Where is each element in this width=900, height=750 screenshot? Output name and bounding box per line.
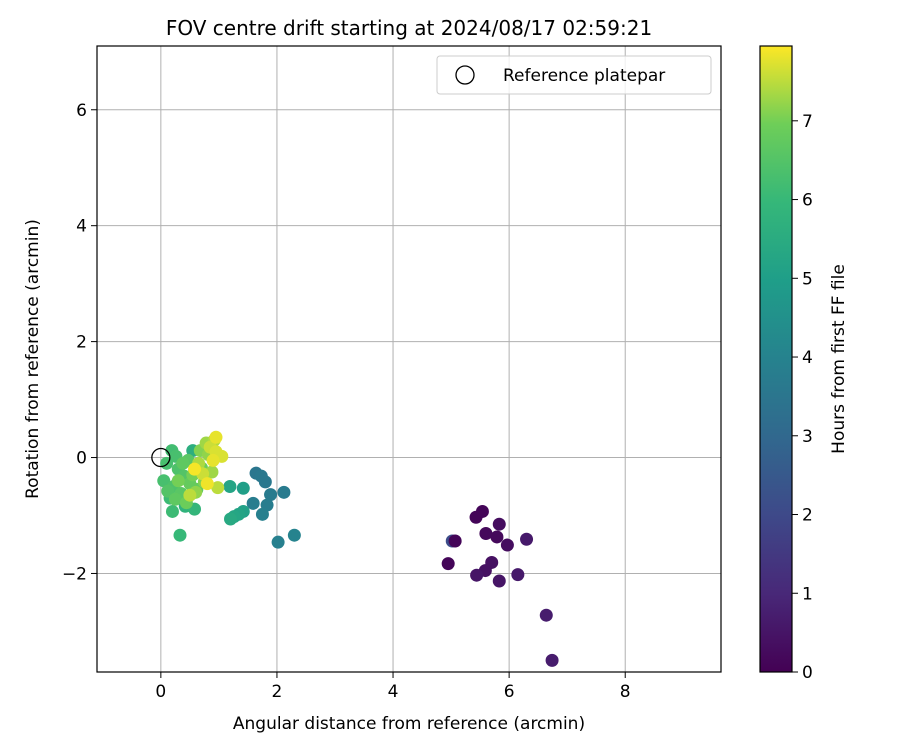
- y-tick-label: 4: [76, 217, 87, 237]
- data-point: [223, 480, 237, 494]
- colorbar-tick-label: 6: [802, 191, 813, 211]
- data-point: [470, 568, 484, 582]
- data-point: [500, 538, 514, 552]
- data-point: [206, 453, 220, 467]
- data-point: [168, 492, 182, 506]
- grid-lines: [97, 46, 721, 672]
- colorbar-tick-label: 0: [802, 663, 813, 683]
- x-tick-label: 6: [504, 682, 515, 702]
- data-point: [258, 475, 272, 489]
- data-point: [479, 526, 493, 540]
- colorbar-tick-label: 7: [802, 112, 813, 132]
- data-point: [200, 477, 214, 491]
- data-point: [255, 507, 269, 521]
- data-point: [171, 474, 185, 488]
- data-point: [176, 456, 190, 470]
- x-tick-label: 4: [388, 682, 399, 702]
- data-point: [157, 474, 171, 488]
- colorbar-ticks: 0 1 2 3 4 5 6 7: [792, 112, 813, 683]
- legend-box: [436, 55, 712, 95]
- chart-title: FOV centre drift starting at 2024/08/17 …: [166, 16, 652, 40]
- data-point: [188, 462, 202, 476]
- colorbar-tick-label: 2: [802, 506, 813, 526]
- legend-marker-icon: [455, 65, 475, 85]
- data-point: [492, 574, 506, 588]
- x-axis-ticks: 0 2 4 6 8: [155, 672, 631, 702]
- data-point: [492, 517, 506, 531]
- data-point: [209, 430, 223, 444]
- colorbar-label: Hours from first FF file: [829, 264, 849, 454]
- y-tick-label: 2: [76, 333, 87, 353]
- data-point: [277, 485, 291, 499]
- y-tick-label: 0: [76, 449, 87, 469]
- reference-marker: [151, 447, 171, 468]
- data-point: [539, 608, 553, 622]
- reference-point: [151, 447, 171, 468]
- y-axis-ticks: −2 0 2 4 6: [62, 101, 97, 584]
- data-point: [236, 481, 250, 495]
- legend: Reference platepar: [436, 55, 712, 95]
- x-tick-label: 8: [620, 682, 631, 702]
- data-point: [173, 528, 187, 542]
- data-point: [511, 568, 525, 582]
- data-point: [475, 504, 489, 518]
- colorbar-tick-label: 4: [802, 348, 813, 368]
- data-point: [545, 653, 559, 667]
- x-tick-label: 0: [155, 682, 166, 702]
- data-points: [157, 430, 559, 667]
- data-point: [490, 530, 504, 544]
- data-point: [160, 456, 174, 470]
- y-tick-label: 6: [76, 101, 87, 121]
- x-tick-label: 2: [272, 682, 283, 702]
- data-point: [441, 557, 455, 571]
- data-point: [224, 512, 238, 526]
- y-tick-label: −2: [62, 564, 87, 584]
- colorbar-tick-label: 5: [802, 269, 813, 289]
- x-axis-label: Angular distance from reference (arcmin): [233, 714, 585, 734]
- y-axis-label: Rotation from reference (arcmin): [23, 219, 43, 499]
- colorbar-tick-label: 1: [802, 584, 813, 604]
- data-point: [271, 535, 285, 549]
- plot-frame: [96, 45, 722, 673]
- data-point: [183, 488, 197, 502]
- colorbar: [759, 45, 793, 673]
- data-point: [448, 534, 462, 548]
- data-point: [165, 504, 179, 518]
- legend-entry-reference: Reference platepar: [503, 66, 665, 86]
- colorbar-tick-label: 3: [802, 427, 813, 447]
- data-point: [287, 528, 301, 542]
- data-point: [246, 496, 260, 510]
- data-point: [264, 488, 278, 502]
- data-point: [520, 532, 534, 546]
- data-point: [211, 481, 225, 495]
